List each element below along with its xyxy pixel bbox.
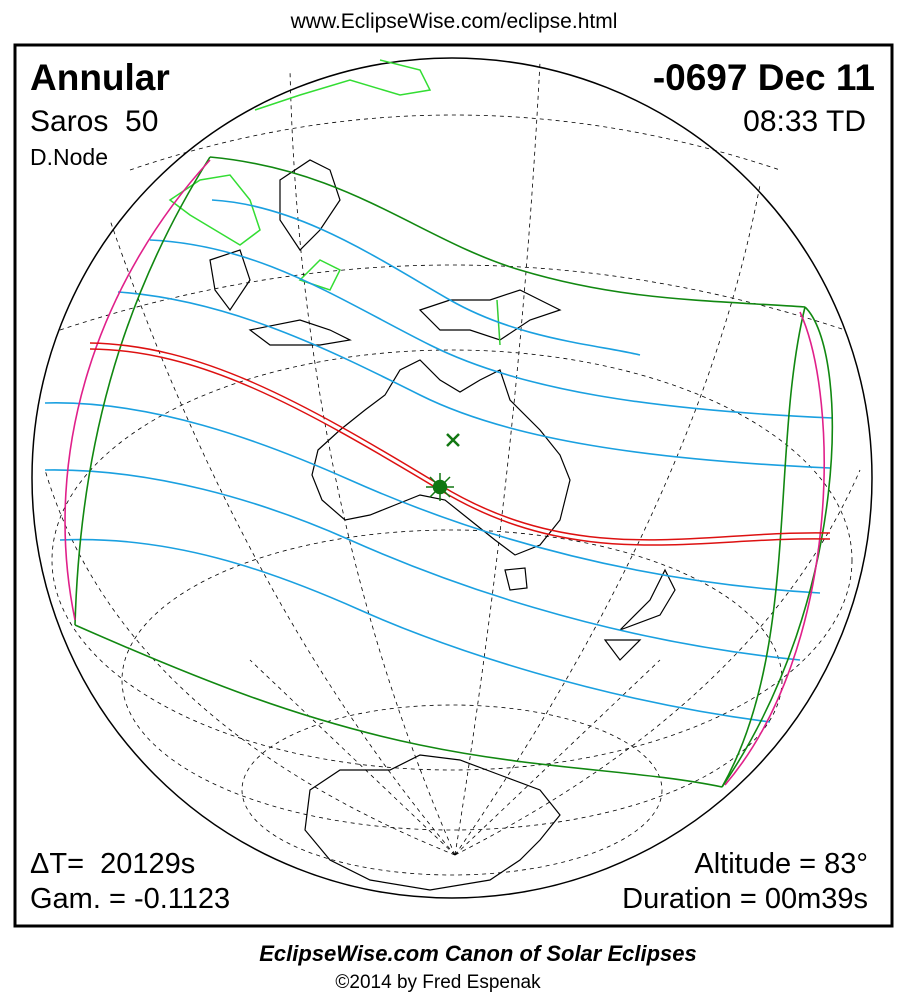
- node: D.Node: [30, 144, 108, 170]
- globe: [31, 57, 873, 899]
- eclipse-limits: [44, 199, 834, 723]
- copyright: ©2014 by Fred Espenak: [335, 972, 541, 993]
- rise-set-curves: [64, 159, 825, 786]
- date: -0697 Dec 11: [653, 57, 875, 98]
- url: www.EclipseWise.com/eclipse.html: [290, 10, 618, 33]
- penumbra-limits: [74, 156, 834, 788]
- time: 08:33 TD: [743, 105, 866, 138]
- saros: Saros 50: [30, 105, 158, 138]
- greatest-eclipse: [426, 433, 460, 501]
- visible-coast: [168, 59, 501, 346]
- duration: Duration = 00m39s: [622, 883, 868, 915]
- coastlines: [209, 159, 676, 891]
- altitude: Altitude = 83°: [694, 848, 868, 880]
- canon: EclipseWise.com Canon of Solar Eclipses: [259, 941, 697, 966]
- eclipse-type: Annular: [30, 57, 170, 98]
- gamma: Gam. = -0.1123: [30, 883, 230, 915]
- delta-t: ΔT= 20129s: [30, 848, 195, 880]
